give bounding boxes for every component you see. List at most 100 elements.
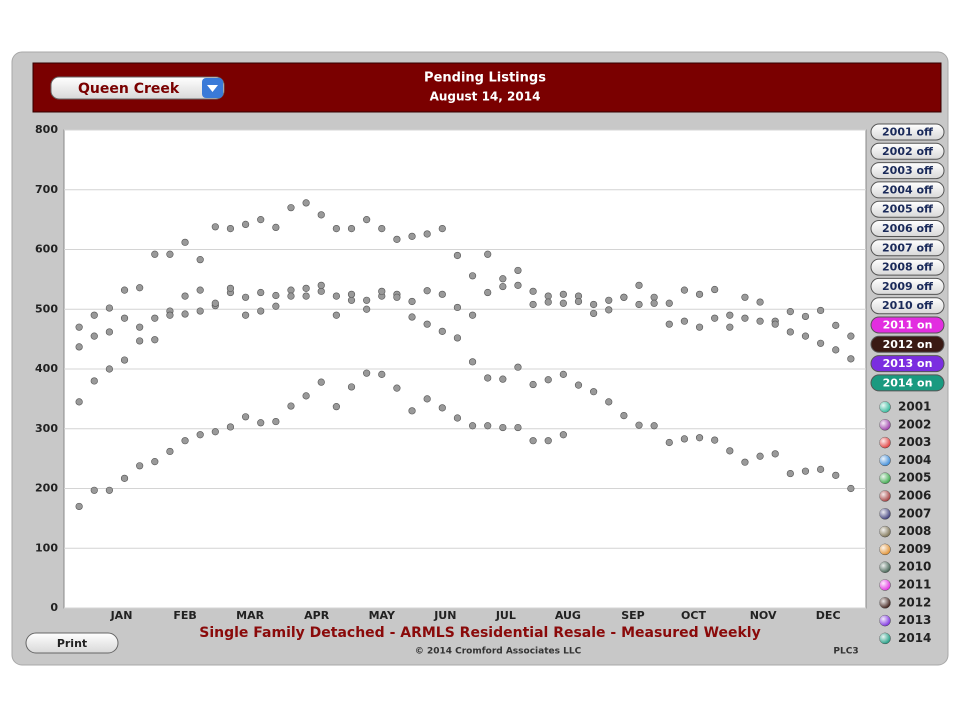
data-point — [453, 334, 462, 342]
toggle-label[interactable]: 2007 off — [882, 241, 933, 254]
toggle-label[interactable]: 2006 off — [882, 222, 933, 235]
data-point — [786, 308, 794, 316]
data-point — [363, 296, 371, 304]
data-point — [75, 398, 83, 406]
data-point — [136, 323, 144, 331]
data-point — [317, 287, 325, 295]
data-point — [620, 293, 628, 301]
data-point — [468, 422, 477, 430]
x-tick-label: JUL — [495, 609, 516, 622]
x-tick-label: NOV — [750, 609, 777, 622]
data-point — [544, 298, 552, 306]
data-point — [287, 292, 295, 300]
y-tick-label: 600 — [35, 243, 58, 256]
data-point — [423, 230, 431, 238]
data-point — [423, 287, 431, 295]
toggle-label[interactable]: 2013 on — [883, 357, 933, 370]
year-toggle[interactable] — [870, 355, 945, 373]
year-toggle[interactable] — [870, 123, 945, 141]
data-point — [408, 313, 416, 321]
data-point — [211, 223, 219, 231]
data-point — [711, 436, 719, 444]
toggle-label[interactable]: 2012 on — [883, 338, 933, 351]
data-point — [317, 211, 325, 219]
toggle-label[interactable]: 2010 off — [882, 299, 933, 312]
data-point — [771, 320, 779, 328]
print-label[interactable]: Print — [57, 637, 87, 650]
x-tick-label: JUN — [433, 609, 456, 622]
legend-label: 2006 — [898, 489, 931, 503]
data-point — [832, 471, 840, 479]
legend-label: 2009 — [898, 542, 931, 556]
data-point — [590, 309, 598, 318]
data-point — [226, 423, 235, 431]
data-point — [257, 288, 265, 297]
legend-shine — [879, 437, 891, 449]
year-toggle[interactable] — [870, 200, 945, 218]
footnote: Single Family Detached - ARMLS Residenti… — [199, 625, 760, 641]
year-toggle[interactable] — [870, 297, 945, 315]
legend-label: 2014 — [898, 631, 931, 645]
data-point — [393, 384, 401, 392]
toggle-label[interactable]: 2009 off — [882, 280, 933, 293]
legend-shine — [879, 597, 891, 609]
dropdown[interactable] — [50, 76, 225, 100]
year-toggle[interactable] — [870, 258, 945, 276]
print-button[interactable] — [25, 632, 119, 654]
year-toggle[interactable] — [870, 335, 945, 353]
toggle-label[interactable]: 2003 off — [882, 164, 933, 177]
year-toggle[interactable] — [870, 277, 945, 295]
y-tick-label: 500 — [35, 302, 58, 315]
legend-shine — [879, 508, 891, 520]
toggle-label[interactable]: 2014 on — [883, 376, 933, 389]
data-point — [771, 450, 779, 458]
data-point — [181, 310, 189, 318]
year-toggle[interactable] — [870, 316, 945, 334]
data-point — [105, 365, 113, 373]
data-point — [90, 377, 98, 385]
data-point — [726, 311, 734, 319]
toggle-label[interactable]: 2008 off — [882, 261, 933, 274]
year-toggle[interactable] — [870, 162, 945, 180]
data-point — [120, 356, 129, 364]
year-toggle[interactable] — [870, 220, 945, 237]
year-toggle[interactable] — [870, 239, 945, 257]
legend-label: 2007 — [898, 506, 931, 520]
data-point — [181, 437, 189, 445]
year-toggle[interactable] — [870, 374, 945, 392]
year-toggle[interactable] — [870, 181, 945, 199]
data-point — [695, 434, 704, 442]
data-point — [332, 292, 340, 300]
toggle-label[interactable]: 2005 off — [882, 203, 933, 216]
toggle-label[interactable]: 2004 off — [882, 183, 933, 196]
data-point — [272, 302, 280, 310]
toggle-label[interactable]: 2011 on — [883, 319, 933, 332]
toggle-label[interactable]: 2001 off — [882, 126, 933, 139]
data-point — [136, 462, 144, 470]
data-point — [166, 250, 174, 258]
data-point — [499, 375, 507, 383]
data-point — [151, 314, 159, 322]
data-point — [741, 293, 749, 301]
data-point — [423, 320, 431, 328]
data-point — [544, 292, 552, 300]
data-point — [786, 328, 794, 336]
legend-shine — [879, 543, 891, 555]
data-point — [665, 320, 673, 328]
legend-shine — [879, 472, 891, 484]
toggle-label[interactable]: 2002 off — [882, 145, 933, 158]
legend-label: 2008 — [898, 524, 931, 538]
data-point — [695, 323, 704, 331]
legend-shine — [879, 454, 891, 466]
data-point — [196, 431, 204, 439]
year-toggle[interactable] — [870, 142, 945, 160]
data-point — [196, 286, 204, 294]
chart-code: PLC3 — [833, 647, 858, 657]
data-point — [650, 422, 658, 430]
data-point — [423, 395, 431, 403]
dropdown-label[interactable]: Queen Creek — [78, 81, 180, 97]
y-tick-label: 300 — [35, 422, 58, 435]
x-tick-label: SEP — [621, 609, 645, 622]
data-point — [272, 291, 280, 300]
data-point — [680, 435, 689, 443]
